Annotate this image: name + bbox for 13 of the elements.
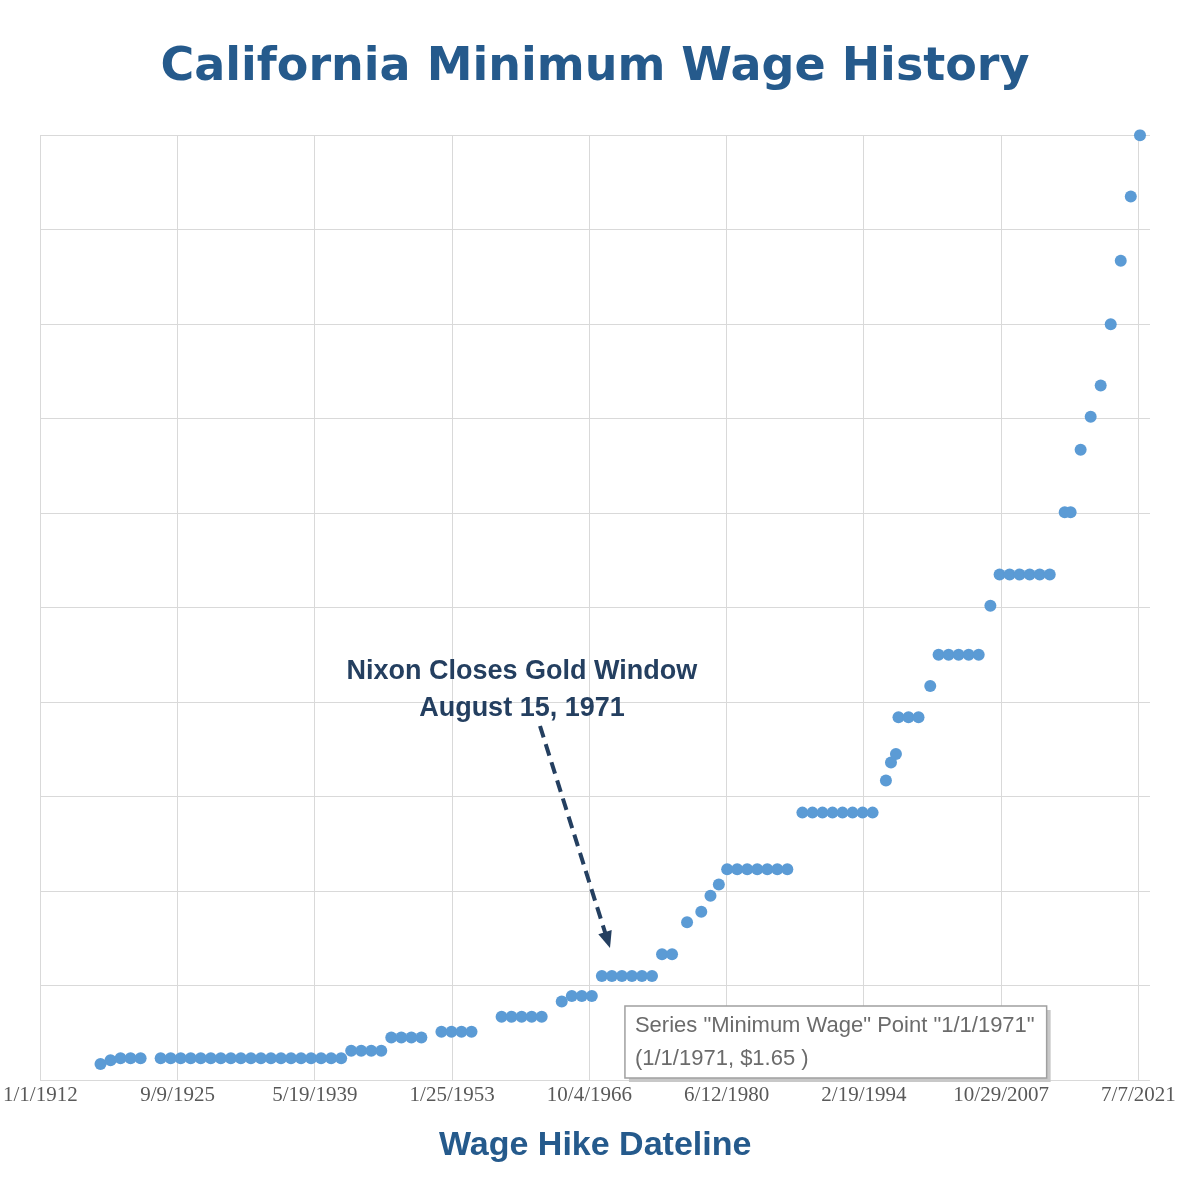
chart-title: California Minimum Wage History — [160, 36, 1030, 91]
x-tick-label: 7/7/2021 — [1101, 1082, 1176, 1107]
x-tick-label: 9/9/1925 — [140, 1082, 215, 1107]
annotation: Series "Minimum Wage" Point "1/1/1971" (1/1/1971, $1.65 ) — [634, 1012, 1035, 1071]
x-tick-label: 1/1/1912 — [3, 1082, 78, 1107]
x-tick-label: 2/19/1994 — [821, 1082, 907, 1107]
x-tick-label: 1/25/1953 — [409, 1082, 495, 1107]
x-axis-title: Wage Hike Dateline — [438, 1123, 752, 1162]
x-tick-label: 6/12/1980 — [684, 1082, 770, 1107]
x-tick-label: 10/29/2007 — [953, 1082, 1050, 1107]
x-tick-label: 10/4/1966 — [546, 1082, 632, 1107]
annotation: Nixon Closes Gold Window August 15, 1971 — [346, 654, 699, 722]
x-tick-label: 5/19/1939 — [272, 1082, 358, 1107]
